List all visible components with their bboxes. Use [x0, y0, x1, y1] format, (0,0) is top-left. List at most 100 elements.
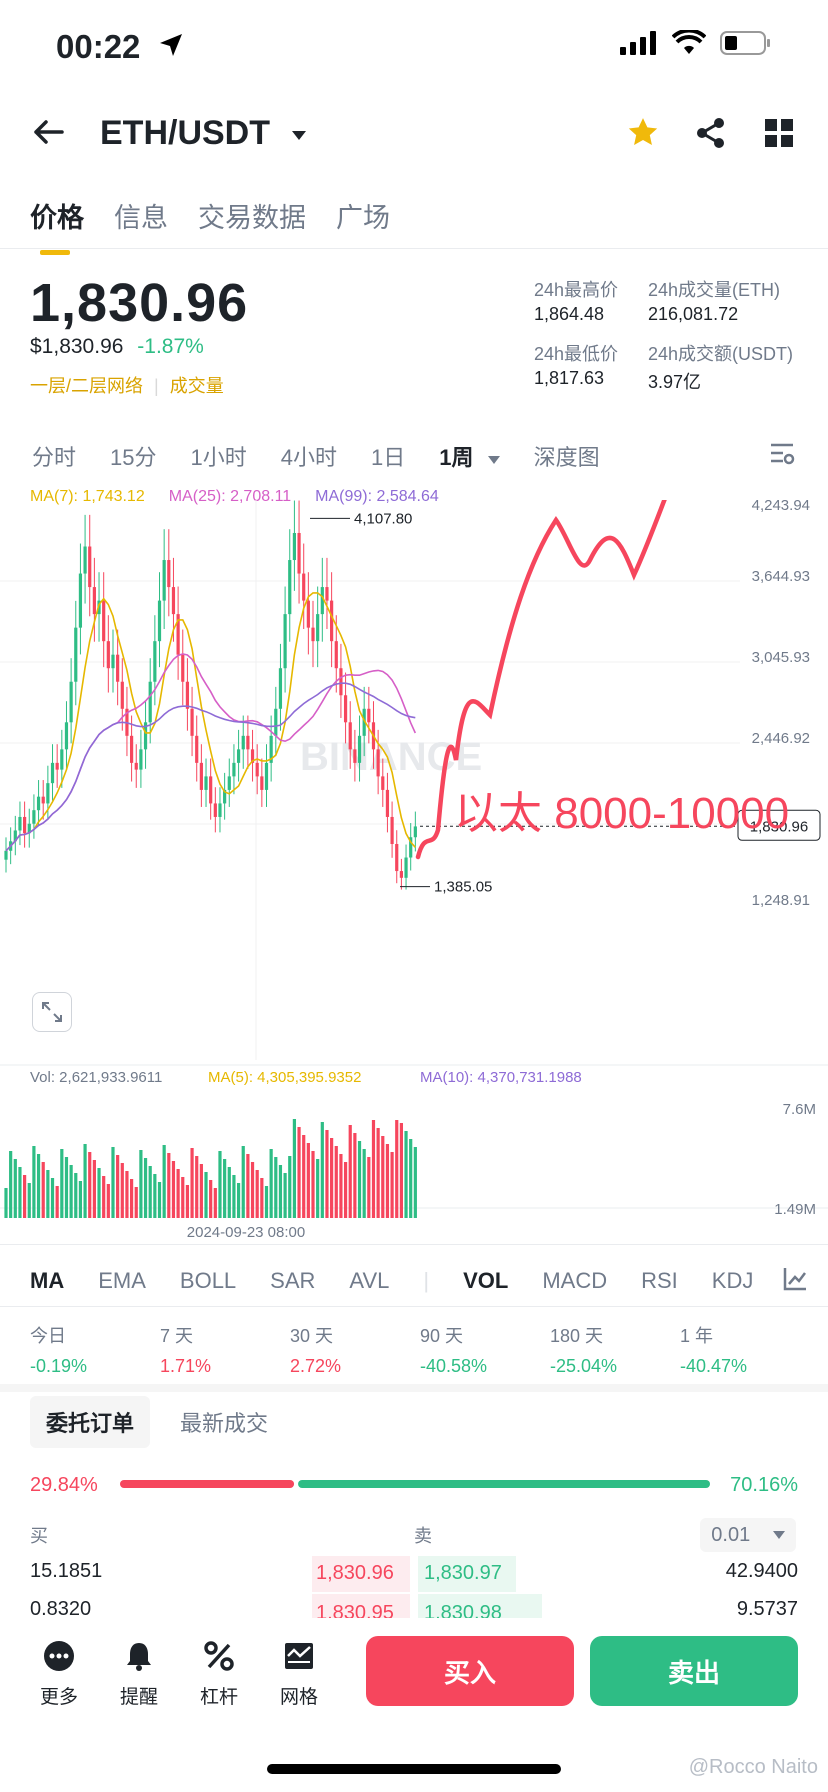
volume-bar [413, 1147, 417, 1218]
ind-rsi[interactable]: RSI [641, 1268, 678, 1293]
buy-button[interactable]: 买入 [366, 1636, 574, 1706]
volume-bar [367, 1157, 371, 1218]
volume-bar [139, 1150, 143, 1218]
volume-ma5-label: MA(5): 4,305,395.9352 [208, 1069, 361, 1086]
candle-body [283, 614, 287, 669]
home-indicator[interactable] [267, 1764, 561, 1774]
back-arrow-icon [34, 120, 64, 144]
candle-body [409, 837, 413, 858]
volume-bar [399, 1123, 403, 1218]
volume-bar [404, 1131, 408, 1218]
favorite-button[interactable] [626, 116, 660, 155]
candle-body [195, 735, 199, 763]
fullscreen-button[interactable] [32, 992, 72, 1032]
volume-bar [223, 1159, 227, 1218]
candlestick-chart[interactable]: BINANCE 4,243.943,644.933,045.932,446.92… [0, 500, 828, 1240]
high-label: 24h最高价 [534, 280, 619, 300]
interval-timeline[interactable]: 分时 [32, 445, 77, 470]
interval-1h[interactable]: 1小时 [190, 445, 247, 470]
ind-boll[interactable]: BOLL [179, 1268, 237, 1293]
ind-vol[interactable]: VOL [463, 1268, 509, 1293]
share-button[interactable] [694, 116, 728, 155]
interval-depth[interactable]: 深度图 [533, 445, 600, 470]
ind-macd[interactable]: MACD [542, 1268, 608, 1293]
nav-margin[interactable]: 杠杆 [200, 1640, 238, 1709]
volume-bar [74, 1173, 78, 1218]
volume-bar [88, 1152, 92, 1218]
perf-180d: 180 天 -25.04% [550, 1322, 670, 1377]
volume-bar [129, 1179, 134, 1218]
nav-more[interactable]: 更多 [40, 1640, 78, 1709]
indicator-settings-button[interactable] [782, 1266, 808, 1297]
ind-kdj[interactable]: KDJ [711, 1268, 754, 1293]
candle-body [55, 762, 59, 770]
candle-body [213, 803, 217, 817]
perf-7d: 7 天 1.71% [160, 1322, 280, 1377]
candle-body [32, 810, 36, 824]
volume-ma10-label: MA(10): 4,370,731.1988 [420, 1069, 582, 1086]
volume-bar [320, 1122, 324, 1218]
interval-15m[interactable]: 15分 [110, 445, 157, 470]
bid-depth-bar [312, 1556, 410, 1592]
tab-trading-data[interactable]: 交易数据 [198, 203, 306, 233]
candle-body [185, 681, 190, 709]
pair-selector[interactable]: ETH/USDT [100, 114, 307, 153]
precision-select[interactable]: 0.01 [700, 1518, 796, 1552]
interval-tabs: 分时 15分 1小时 4小时 1日 1周 深度图 [32, 440, 600, 472]
ask-qty[interactable]: 42.9400 [725, 1560, 798, 1582]
status-time: 00:22 [56, 28, 141, 65]
ratio-sell-fill [298, 1480, 710, 1488]
candle-body [18, 816, 22, 831]
bell-icon [127, 1643, 152, 1671]
bid-price[interactable]: 1,830.96 [316, 1562, 394, 1584]
tag-layer[interactable]: 一层/二层网络 [30, 376, 144, 396]
ind-separator: | [423, 1268, 430, 1293]
candle-body [162, 560, 166, 601]
volume-bar [409, 1139, 413, 1218]
volume-bar [120, 1163, 124, 1218]
ind-ema[interactable]: EMA [98, 1268, 146, 1293]
candle-body [171, 587, 176, 615]
nav-alert[interactable]: 提醒 [120, 1640, 158, 1709]
perf-label: 90 天 [420, 1326, 464, 1346]
sell-button[interactable]: 卖出 [590, 1636, 798, 1706]
chart-settings-button[interactable] [768, 440, 796, 473]
location-icon [158, 32, 184, 63]
back-button[interactable] [30, 114, 66, 155]
interval-4h[interactable]: 4小时 [280, 445, 337, 470]
ind-ma[interactable]: MA [30, 1268, 65, 1293]
candle-body [288, 560, 292, 615]
grid-icon [765, 119, 793, 147]
interval-1d[interactable]: 1日 [371, 445, 406, 470]
ind-sar[interactable]: SAR [270, 1268, 316, 1293]
interval-1w[interactable]: 1周 [439, 440, 500, 472]
bid-qty[interactable]: 15.1851 [30, 1560, 103, 1582]
candle-body [78, 573, 83, 628]
ask-qty[interactable]: 9.5737 [736, 1598, 798, 1620]
volume-bar [213, 1188, 217, 1218]
candle-body [167, 560, 171, 588]
tab-price[interactable]: 价格 [30, 196, 84, 255]
candle-body [69, 681, 73, 723]
tab-info[interactable]: 信息 [114, 203, 168, 233]
vol-eth-label: 24h成交量(ETH) [648, 280, 781, 300]
tab-square[interactable]: 广场 [336, 203, 390, 233]
more-icon [44, 1641, 74, 1671]
volume-bar [269, 1149, 273, 1218]
nav-grid[interactable]: 网格 [280, 1640, 318, 1709]
tag-volume[interactable]: 成交量 [169, 376, 224, 396]
y-tick-label: 3,644.93 [752, 568, 810, 585]
bid-qty[interactable]: 0.8320 [30, 1598, 92, 1620]
ask-price[interactable]: 1,830.97 [424, 1562, 502, 1584]
tab-recent-trades[interactable]: 最新成交 [180, 1411, 269, 1436]
ind-avl[interactable]: AVL [349, 1268, 390, 1293]
candle-body [227, 776, 231, 790]
layout-button[interactable] [764, 118, 794, 153]
volume-bar [311, 1151, 315, 1218]
volume-bar [4, 1188, 8, 1218]
tab-order-book[interactable]: 委托订单 [30, 1396, 151, 1448]
y-tick-label: 4,243.94 [752, 500, 810, 514]
volume-bar [46, 1170, 50, 1218]
candle-body [376, 749, 380, 777]
candle-body [204, 776, 208, 790]
